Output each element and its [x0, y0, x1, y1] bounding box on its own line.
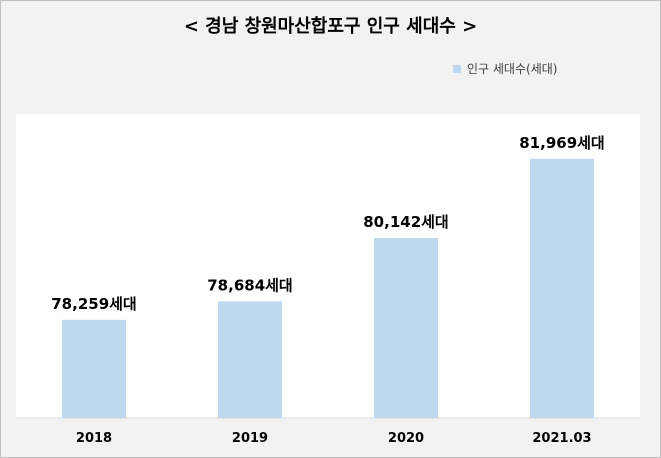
legend-swatch — [453, 64, 461, 73]
data-label-2021.03: 81,969세대 — [519, 134, 604, 152]
x-tick-label-2020: 2020 — [388, 431, 424, 446]
data-label-2018: 78,259세대 — [51, 295, 136, 313]
x-tick-label-2021.03: 2021.03 — [532, 431, 591, 446]
bar-2019 — [218, 301, 282, 418]
bar-2018 — [62, 319, 126, 418]
x-tick-label-2019: 2019 — [232, 431, 268, 446]
chart-title: < 경남 창원마산합포구 인구 세대수 > — [183, 16, 478, 37]
legend-label: 인구 세대수(세대) — [467, 62, 558, 76]
bar-2021.03 — [530, 158, 594, 419]
bar-2020 — [374, 238, 438, 418]
legend: 인구 세대수(세대) — [453, 60, 557, 77]
data-label-2019: 78,684세대 — [207, 276, 292, 294]
x-tick-label-2018: 2018 — [76, 431, 112, 446]
data-label-2020: 80,142세대 — [363, 213, 448, 231]
